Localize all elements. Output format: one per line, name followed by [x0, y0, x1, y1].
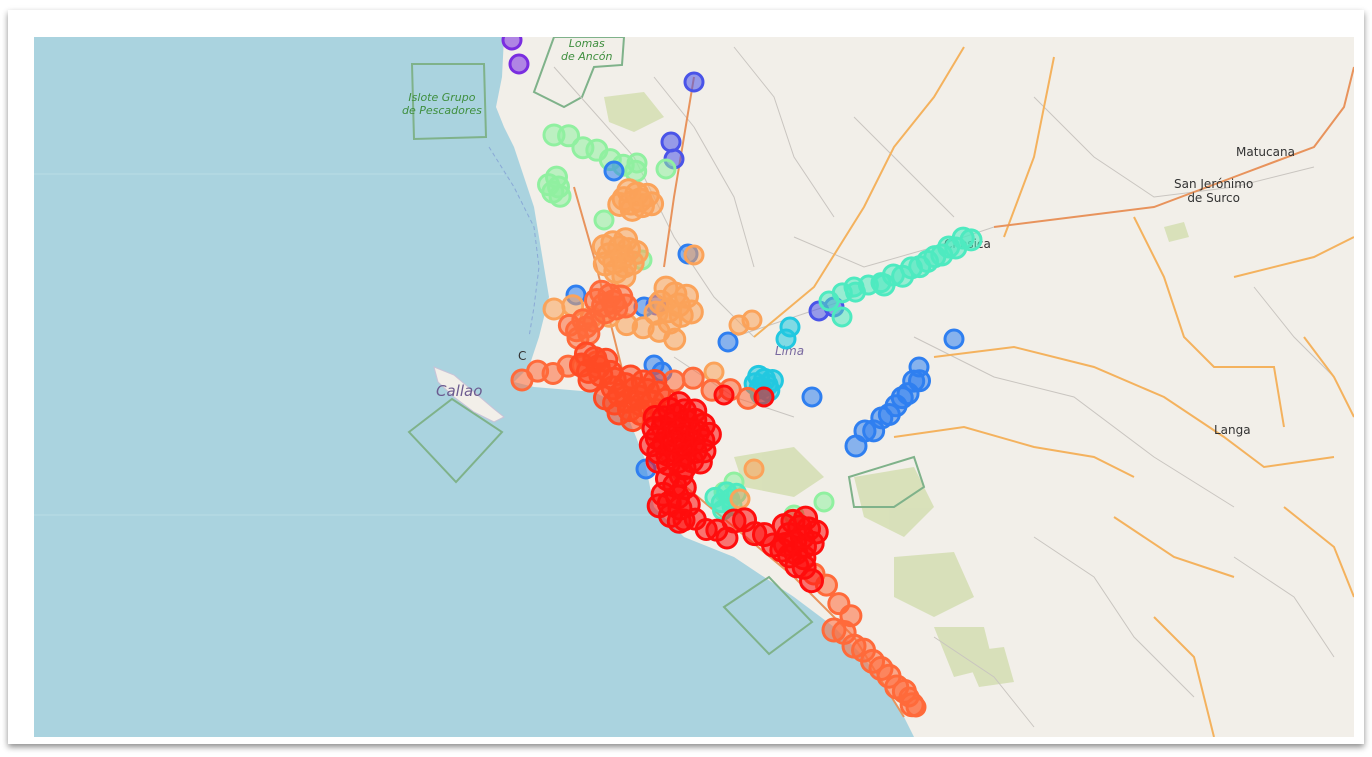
map-marker[interactable] — [542, 297, 566, 321]
map-marker[interactable] — [626, 152, 648, 174]
map-marker[interactable] — [501, 37, 523, 51]
green-patches — [604, 92, 1189, 687]
map-marker[interactable] — [537, 173, 561, 197]
map-marker[interactable] — [717, 331, 739, 353]
map-marker[interactable] — [642, 368, 668, 394]
ocean — [34, 37, 914, 737]
map-marker[interactable] — [729, 488, 751, 510]
map-marker[interactable] — [678, 299, 704, 325]
map-marker[interactable] — [663, 327, 687, 351]
map-marker[interactable] — [623, 239, 649, 265]
map-marker[interactable] — [683, 71, 705, 93]
map-marker[interactable] — [696, 421, 722, 447]
protected-areas — [407, 37, 926, 656]
map-marker[interactable] — [668, 462, 694, 488]
map-marker[interactable] — [799, 568, 825, 594]
map-marker[interactable] — [642, 404, 668, 430]
label-matucana: Matucana — [1236, 145, 1295, 159]
map-marker[interactable] — [771, 513, 797, 539]
map-marker[interactable] — [653, 275, 679, 301]
map-marker[interactable] — [612, 293, 638, 319]
label-callao: Callao — [436, 382, 483, 400]
map-marker[interactable] — [683, 244, 705, 266]
map-marker[interactable] — [703, 361, 725, 383]
map-frame: Lomas de Ancón Islote Grupo de Pescadore… — [8, 10, 1364, 744]
map-marker[interactable] — [593, 209, 615, 231]
island — [433, 366, 505, 423]
map-marker[interactable] — [713, 384, 735, 406]
map-marker[interactable] — [831, 306, 853, 328]
map-marker[interactable] — [681, 366, 705, 390]
map-marker[interactable] — [803, 519, 829, 545]
map-marker[interactable] — [959, 228, 983, 252]
map-marker[interactable] — [747, 364, 771, 388]
label-callao-short: C — [518, 349, 527, 363]
map-marker[interactable] — [639, 191, 665, 217]
label-lomas-de-ancon: Lomas de Ancón — [561, 37, 613, 63]
map-marker[interactable] — [908, 356, 930, 378]
map-marker[interactable] — [597, 359, 623, 385]
map-marker[interactable] — [753, 386, 775, 408]
map-marker[interactable] — [611, 263, 637, 289]
map-marker[interactable] — [557, 124, 581, 148]
label-san-jeronimo-de-surco: San Jerónimo de Surco — [1174, 177, 1254, 205]
label-langa: Langa — [1214, 423, 1251, 437]
sea-grid — [34, 173, 674, 516]
map-marker[interactable] — [620, 407, 646, 433]
marker-layer — [501, 37, 983, 718]
map-marker[interactable] — [743, 458, 765, 480]
map-marker[interactable] — [728, 314, 750, 336]
map-marker[interactable] — [905, 696, 927, 718]
minor-roads — [553, 46, 1335, 728]
map-marker[interactable] — [775, 328, 797, 350]
map-marker[interactable] — [577, 367, 603, 393]
label-islote-grupo-de-pescadores: Islote Grupo de Pescadores — [402, 91, 482, 117]
map-marker[interactable] — [666, 391, 692, 417]
map-marker[interactable] — [582, 309, 606, 333]
map-marker[interactable] — [843, 276, 865, 298]
map-marker[interactable] — [588, 279, 614, 305]
map-marker[interactable] — [660, 131, 682, 153]
map-view[interactable]: Lomas de Ancón Islote Grupo de Pescadore… — [34, 37, 1354, 737]
map-marker[interactable] — [687, 449, 713, 475]
map-marker[interactable] — [646, 493, 672, 519]
map-marker[interactable] — [801, 386, 823, 408]
map-marker[interactable] — [655, 158, 677, 180]
map-marker[interactable] — [508, 53, 530, 75]
map-marker[interactable] — [591, 234, 617, 260]
basemap — [34, 37, 1354, 737]
map-marker[interactable] — [791, 545, 817, 571]
map-marker[interactable] — [943, 328, 965, 350]
map-marker[interactable] — [603, 160, 625, 182]
map-marker[interactable] — [573, 341, 599, 367]
main-roads — [753, 46, 1354, 737]
map-marker[interactable] — [607, 191, 633, 217]
map-marker[interactable] — [813, 491, 835, 513]
